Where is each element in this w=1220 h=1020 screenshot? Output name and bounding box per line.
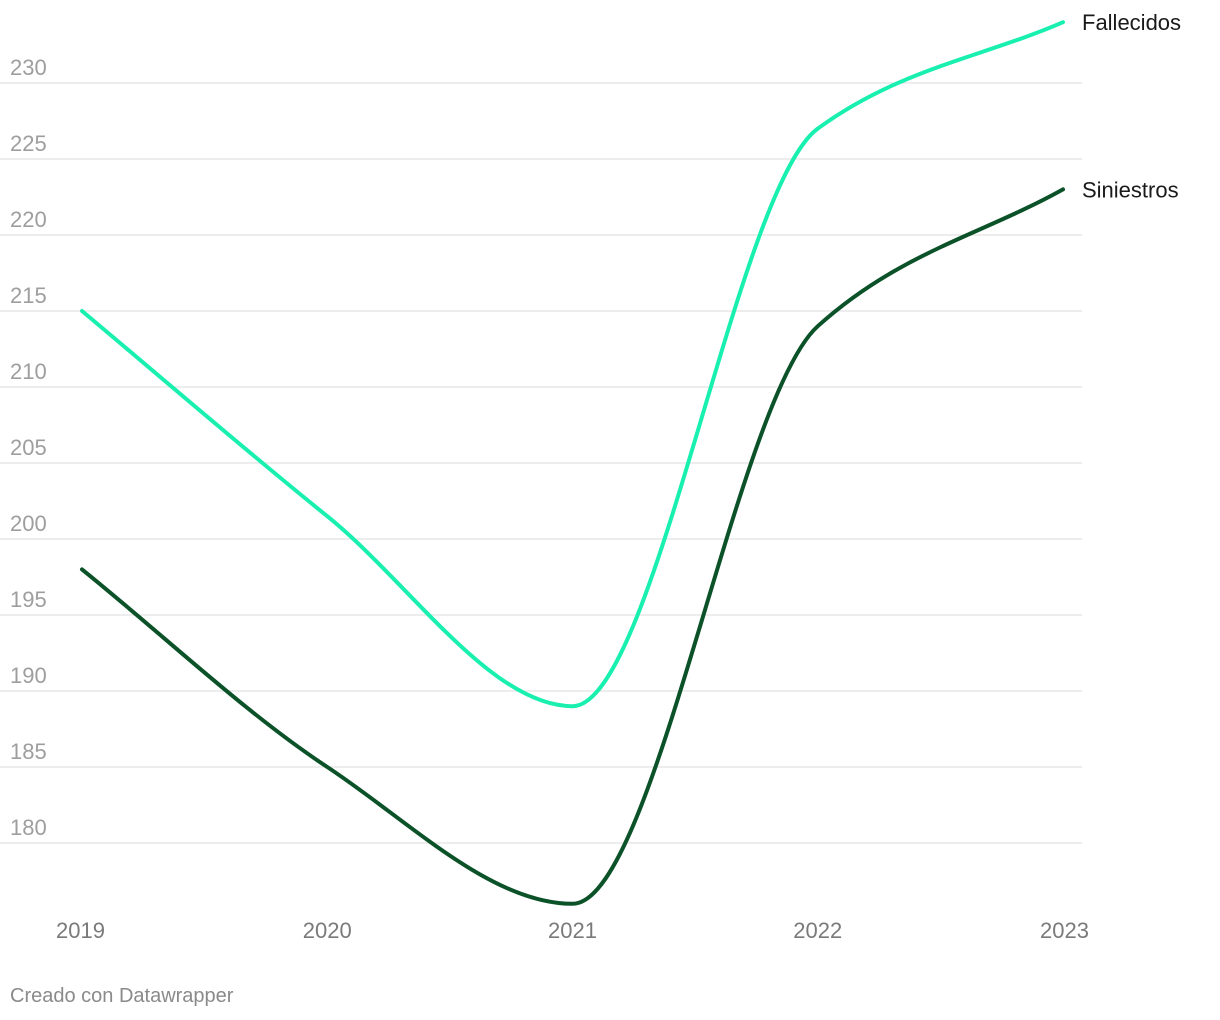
- y-tick-label: 190: [10, 663, 47, 688]
- y-tick-label: 180: [10, 815, 47, 840]
- gridlines: [0, 82, 1082, 844]
- x-tick-label: 2022: [793, 918, 842, 943]
- series-label-siniestros: Siniestros: [1082, 177, 1179, 202]
- x-axis-tick-labels: 2019 2020 2021 2022 2023: [56, 918, 1089, 943]
- series-line-siniestros: [80, 187, 1065, 906]
- x-tick-label: 2023: [1040, 918, 1089, 943]
- y-tick-label: 225: [10, 131, 47, 156]
- y-tick-label: 210: [10, 359, 47, 384]
- series-labels: Fallecidos Siniestros: [1082, 10, 1181, 202]
- x-tick-label: 2019: [56, 918, 105, 943]
- y-tick-label: 215: [10, 283, 47, 308]
- y-tick-label: 230: [10, 55, 47, 80]
- y-tick-label: 195: [10, 587, 47, 612]
- y-tick-label: 205: [10, 435, 47, 460]
- y-tick-label: 185: [10, 739, 47, 764]
- series-line-fallecidos: [80, 20, 1065, 709]
- series-lines: [80, 20, 1065, 906]
- y-axis-tick-labels: 180 185 190 195 200 205 210 215 220 225 230: [10, 55, 47, 840]
- x-tick-label: 2021: [548, 918, 597, 943]
- credit-text: Creado con Datawrapper: [10, 985, 234, 1007]
- x-tick-label: 2020: [303, 918, 352, 943]
- y-tick-label: 220: [10, 207, 47, 232]
- y-tick-label: 200: [10, 511, 47, 536]
- series-label-fallecidos: Fallecidos: [1082, 10, 1181, 35]
